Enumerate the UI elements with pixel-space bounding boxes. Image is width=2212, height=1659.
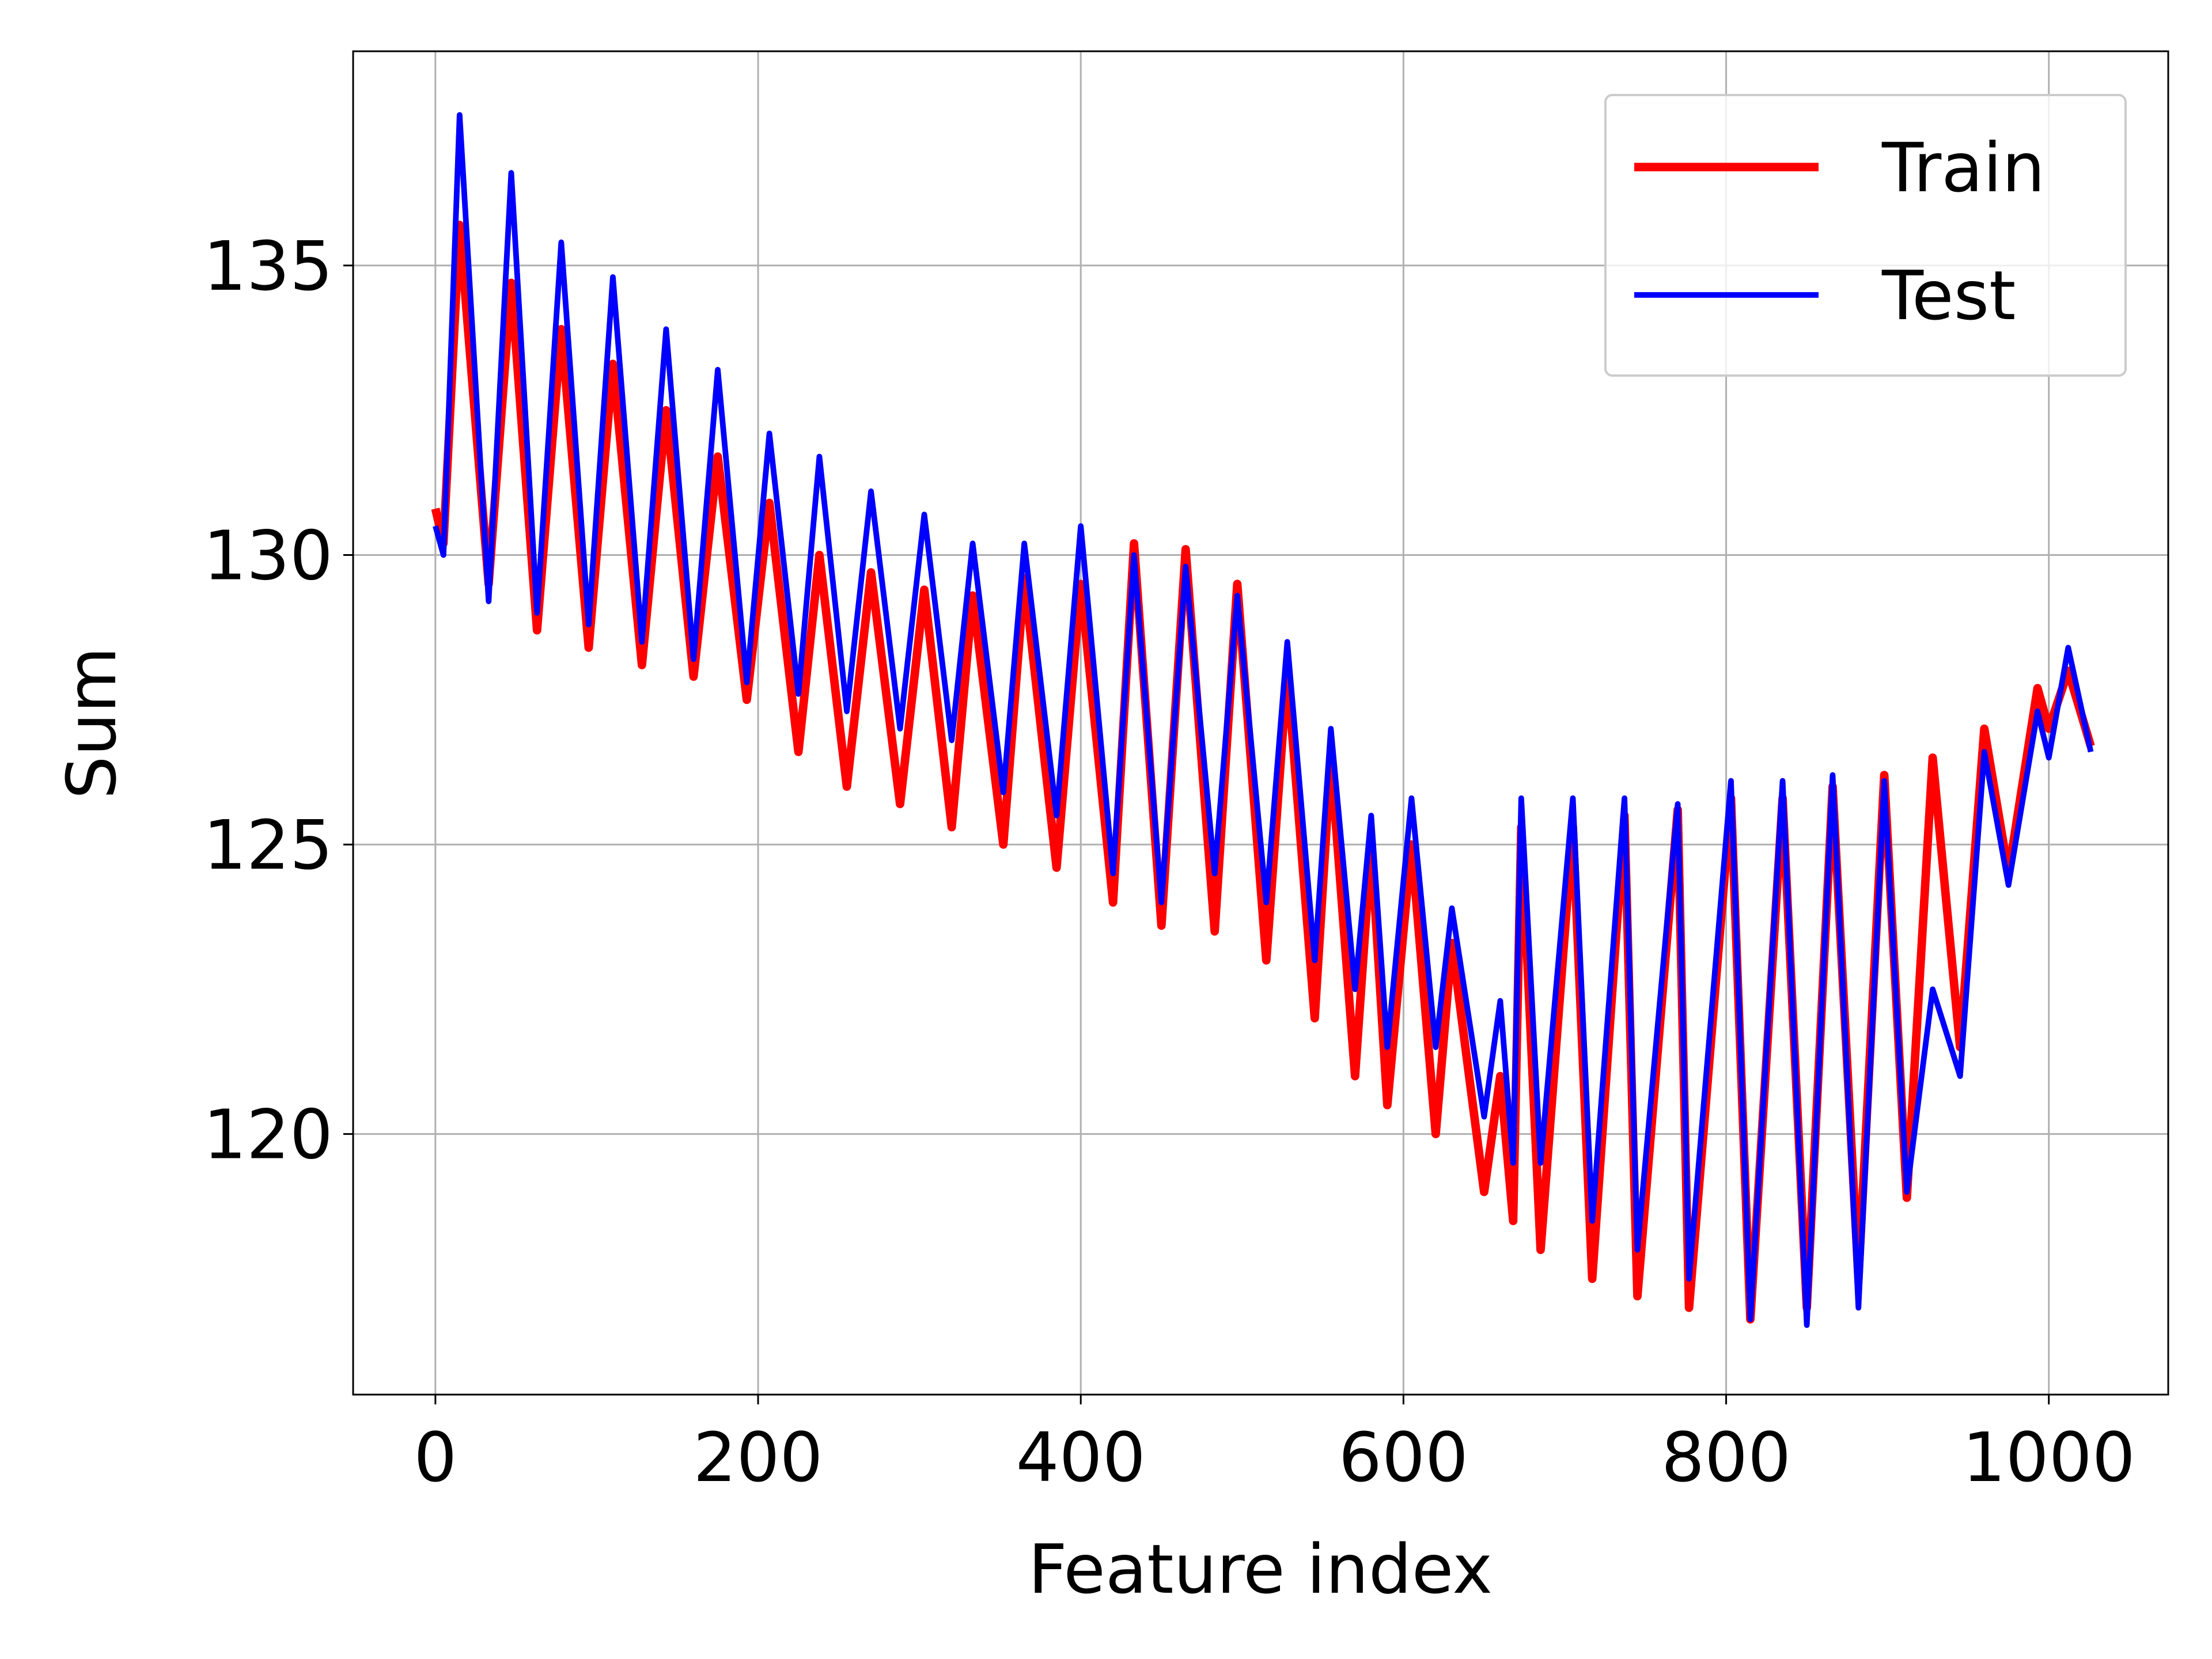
y-axis-label: Sum <box>52 647 131 800</box>
x-tick-label: 600 <box>1339 1418 1468 1497</box>
y-tick-label: 135 <box>203 226 333 306</box>
x-tick-label: 0 <box>414 1418 457 1497</box>
x-tick-label: 1000 <box>1963 1418 2135 1497</box>
x-tick-label: 200 <box>693 1418 823 1497</box>
plot-frame <box>352 50 2169 1396</box>
legend-label: Test <box>1881 256 2016 335</box>
legend-box <box>1604 94 2127 377</box>
y-tick-label: 130 <box>203 516 333 596</box>
legend-label: Train <box>1881 128 2045 207</box>
line-series <box>433 112 2094 1328</box>
line-series <box>431 221 2095 1324</box>
x-tick-label: 800 <box>1661 1418 1791 1497</box>
y-tick-label: 125 <box>203 805 333 885</box>
y-tick-label: 120 <box>203 1095 333 1175</box>
x-tick-label: 400 <box>1016 1418 1146 1497</box>
x-axis-label: Feature index <box>1028 1529 1493 1609</box>
